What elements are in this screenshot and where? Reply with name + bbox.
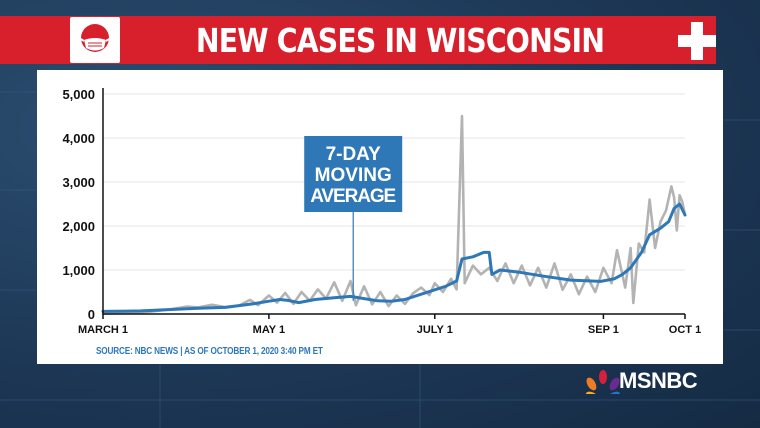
x-tick-label: OCT 1 [669,324,701,336]
peacock-icon [586,370,620,394]
x-tick-label: MAY 1 [253,324,285,336]
chart-panel: 0 1,000 2,000 3,000 4,000 5,000 MARCH 1 MAY 1 J… [37,70,723,364]
msnbc-logo-text: MSNBC [619,368,698,393]
medical-cross-icon [678,22,716,60]
annotation-text: MOVING [315,165,392,186]
y-axis: 0 1,000 2,000 3,000 4,000 5,000 [62,87,685,322]
x-tick-label: SEP 1 [588,324,619,336]
y-tick-label: 2,000 [62,219,95,234]
source-note: SOURCE: NBC NEWS | AS OF OCTOBER 1, 2020… [96,346,323,357]
y-tick-label: 0 [88,307,95,322]
chart-title: NEW CASES IN WISCONSIN [195,21,605,60]
annotation-box [304,136,403,212]
y-tick-label: 1,000 [62,263,95,278]
x-tick-label: JULY 1 [417,324,453,336]
annotation-text: AVERAGE [310,186,396,207]
y-tick-label: 3,000 [62,175,95,190]
x-axis: MARCH 1 MAY 1 JULY 1 SEP 1 OCT 1 [78,314,701,336]
y-tick-label: 4,000 [62,131,95,146]
y-tick-label: 5,000 [62,87,95,102]
annotation-text: 7-DAY [326,144,382,165]
face-mask-icon [70,17,120,63]
moving-average-line [101,202,687,313]
chart: 0 1,000 2,000 3,000 4,000 5,000 MARCH 1 MAY 1 J… [62,87,701,336]
x-tick-label: MARCH 1 [78,324,128,336]
series-layer [101,114,687,315]
